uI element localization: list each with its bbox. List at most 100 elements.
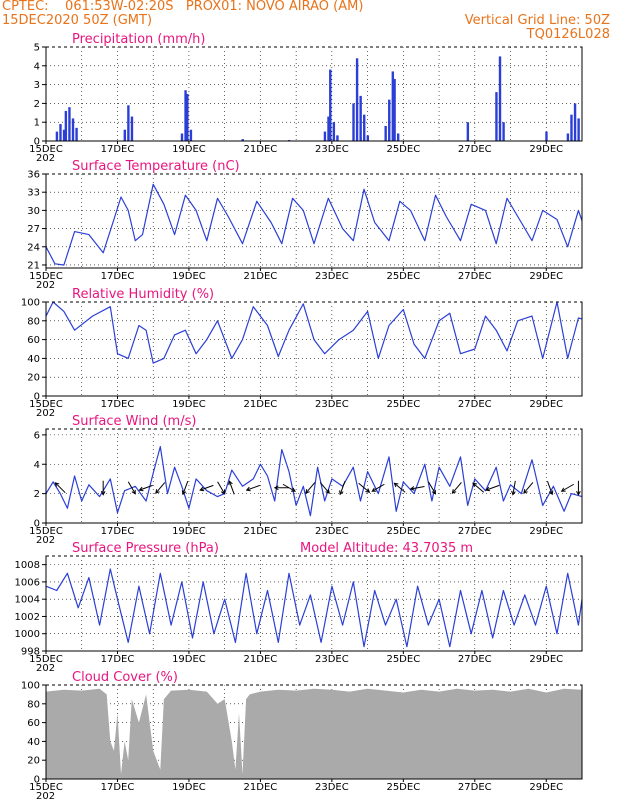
panel-2: 0 20 40 60 80 100 15DEC 17DEC 19DEC 21DEC 23DEC 25D… (21, 287, 583, 419)
series-line (45, 568, 583, 648)
x-year-label: 202 (36, 791, 55, 800)
wind-arrow-head (273, 485, 279, 491)
series-line (45, 446, 583, 517)
wind-arrow (339, 481, 346, 495)
wind-arrow (319, 482, 330, 494)
wind-arrow-head (199, 486, 205, 492)
precip-bar (130, 116, 134, 141)
y-tick-label: 100 (21, 298, 40, 309)
precip-bar (180, 133, 184, 141)
precip-bar (64, 110, 68, 141)
panel-title: Precipitation (mm/h) (72, 32, 205, 47)
x-tick-label: 25DEC (386, 526, 420, 537)
x-year-label: 202 (36, 280, 55, 291)
wind-arrow (228, 481, 235, 495)
precip-bar (495, 92, 498, 141)
wind-arrow (427, 481, 436, 495)
wind-arrow (182, 481, 189, 495)
x-tick-label: 23DEC (315, 271, 349, 282)
wind-arrow-head (138, 486, 144, 492)
wind-arrow-head (220, 489, 226, 495)
wind-arrow-head (371, 487, 377, 492)
y-tick-label: 36 (27, 170, 40, 181)
x-tick-label: 23DEC (315, 782, 349, 793)
precip-bar (327, 116, 330, 141)
x-tick-label: 29DEC (529, 654, 563, 665)
wind-arrow-head (560, 487, 566, 492)
x-tick-label: 17DEC (101, 526, 135, 537)
wind-arrow-head (291, 487, 296, 492)
y-tick-label: 1006 (15, 577, 40, 588)
x-tick-label: 21DEC (244, 782, 278, 793)
y-tick-label: 1 (34, 118, 40, 129)
y-tick-label: 6 (34, 430, 40, 441)
x-tick-label: 19DEC (172, 144, 206, 155)
precip-bar (391, 71, 395, 141)
y-tick-label: 2 (34, 99, 40, 110)
x-tick-label: 15DEC (29, 782, 63, 793)
series-line (45, 301, 583, 364)
panel-title: Cloud Cover (%) (72, 670, 178, 685)
wind-arrow (472, 482, 485, 493)
y-tick-label: 40 (27, 354, 40, 365)
wind-arrow-head (54, 482, 60, 487)
cloud-cover-area (46, 688, 582, 779)
precip-bar (388, 99, 391, 141)
x-year-label: 202 (36, 535, 55, 546)
x-tick-label: 17DEC (101, 271, 135, 282)
x-tick-label: 19DEC (172, 271, 206, 282)
precip-bar (566, 133, 570, 141)
x-tick-label: 19DEC (172, 526, 206, 537)
y-tick-label: 27 (27, 224, 40, 235)
wind-arrow (127, 481, 136, 495)
x-tick-label: 29DEC (529, 271, 563, 282)
precip-bar (59, 124, 62, 141)
x-tick-label: 21DEC (244, 654, 278, 665)
y-tick-label: 4 (34, 460, 40, 471)
precip-bar (393, 78, 396, 141)
x-tick-label: 23DEC (315, 399, 349, 410)
y-tick-label: 20 (27, 756, 40, 767)
x-tick-label: 25DEC (386, 782, 420, 793)
precip-bar (186, 94, 189, 141)
wind-arrow-head (485, 486, 491, 492)
y-tick-label: 80 (27, 699, 40, 710)
panel-title: Relative Humidity (%) (72, 287, 214, 302)
x-tick-label: 21DEC (244, 399, 278, 410)
y-tick-label: 80 (27, 316, 40, 327)
wind-arrow (282, 483, 296, 492)
wind-arrow (452, 482, 462, 494)
x-tick-label: 29DEC (529, 144, 563, 155)
precip-bar (71, 118, 75, 141)
precip-bar (573, 103, 577, 141)
plot-frame (45, 301, 583, 397)
precip-bar (366, 135, 369, 141)
x-tick-label: 17DEC (101, 144, 135, 155)
wind-arrow (200, 484, 214, 491)
wind-arrow (394, 482, 406, 493)
wind-arrow-head (576, 490, 581, 496)
header-date-line: 15DEC2020 50Z (GMT) (2, 13, 153, 28)
wind-arrow-head (155, 489, 160, 494)
precip-bar (359, 95, 362, 141)
x-year-label: 202 (36, 663, 55, 674)
panel-1: 21 24 27 30 33 36 15DEC 17DEC 19DEC 21DEC 23DEC 25D… (27, 159, 583, 291)
precip-bar (123, 129, 127, 141)
wind-arrow-head (228, 480, 233, 486)
y-tick-label: 5 (34, 43, 40, 54)
x-tick-label: 23DEC (315, 144, 349, 155)
x-tick-label: 29DEC (529, 782, 563, 793)
wind-arrow-head (100, 490, 106, 496)
x-tick-label: 27DEC (458, 271, 492, 282)
wind-arrow-head (523, 489, 528, 494)
precip-bar (384, 125, 387, 141)
wind-arrow-head (431, 489, 436, 495)
header-model-code: TQ0126L028 (526, 27, 610, 42)
precip-bar (189, 129, 193, 141)
x-tick-label: 21DEC (244, 144, 278, 155)
y-tick-label: 30 (27, 206, 40, 217)
y-tick-label: 0 (34, 137, 40, 148)
y-tick-label: 60 (27, 718, 40, 729)
wind-arrow (155, 482, 166, 494)
